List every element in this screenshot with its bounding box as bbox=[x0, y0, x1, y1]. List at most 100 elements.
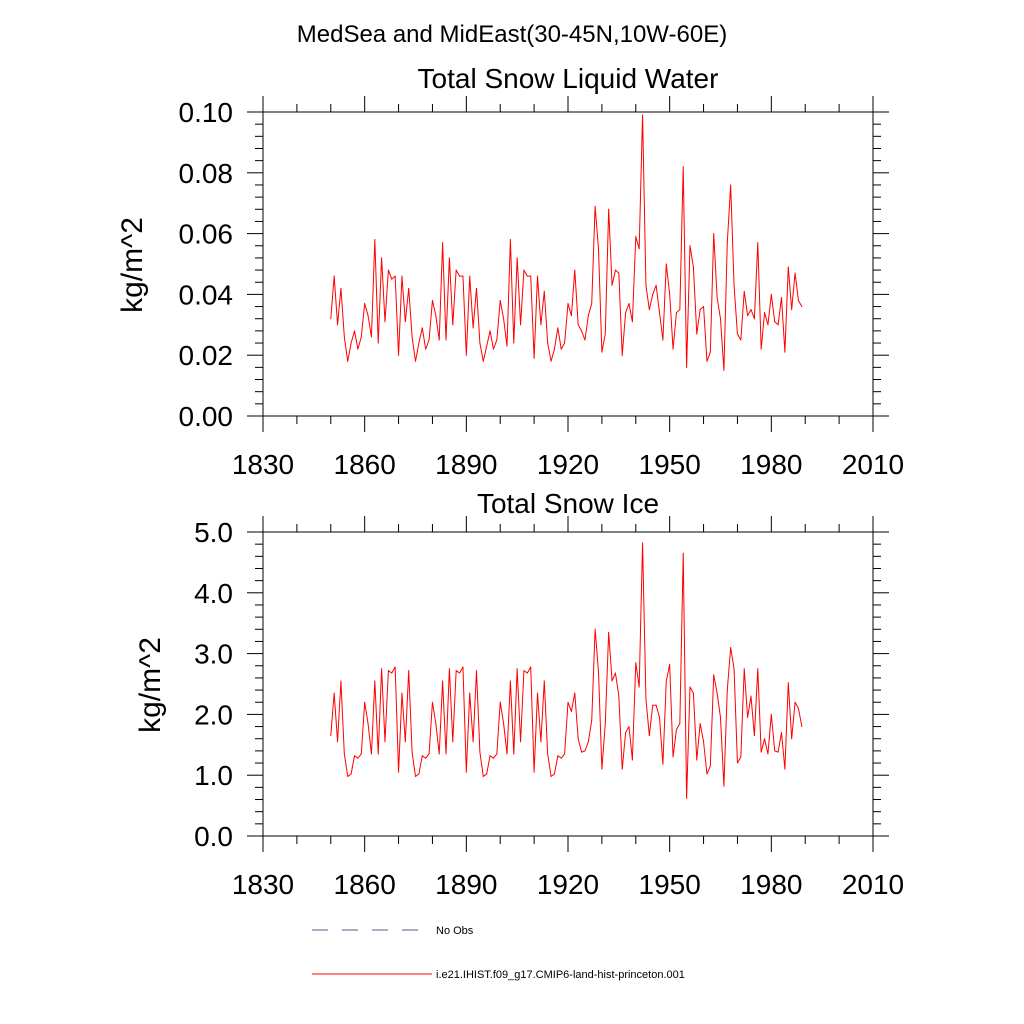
data-point bbox=[753, 318, 755, 320]
data-point bbox=[459, 275, 461, 277]
data-point bbox=[509, 680, 511, 682]
data-point bbox=[682, 552, 684, 554]
data-point bbox=[720, 318, 721, 320]
data-point bbox=[598, 671, 599, 673]
data-point bbox=[533, 357, 535, 359]
data-point bbox=[797, 299, 799, 301]
x-tick-label: 1920 bbox=[537, 869, 599, 900]
data-point bbox=[591, 719, 593, 721]
data-point bbox=[625, 732, 627, 734]
y-tick-label: 0.04 bbox=[179, 279, 234, 310]
data-point bbox=[347, 775, 349, 777]
data-point bbox=[764, 312, 766, 314]
data-point bbox=[343, 753, 345, 755]
data-point bbox=[743, 290, 745, 292]
data-point bbox=[442, 680, 444, 682]
data-point bbox=[452, 741, 454, 743]
data-point bbox=[608, 208, 610, 210]
x-tick-label: 1890 bbox=[435, 449, 497, 480]
y-tick-label: 2.0 bbox=[194, 699, 233, 730]
data-point bbox=[540, 741, 542, 743]
data-point bbox=[716, 296, 718, 298]
data-point bbox=[659, 716, 660, 718]
data-point bbox=[736, 333, 738, 335]
data-point bbox=[476, 670, 477, 672]
data-point bbox=[472, 741, 474, 743]
data-point bbox=[398, 771, 400, 773]
data-point bbox=[472, 327, 474, 329]
data-point bbox=[638, 686, 640, 688]
data-point bbox=[747, 315, 749, 317]
data-point bbox=[625, 312, 627, 314]
data-point bbox=[374, 680, 376, 682]
plot-frame bbox=[262, 531, 874, 837]
data-point bbox=[401, 275, 403, 277]
y-tick-label: 0.10 bbox=[179, 97, 234, 128]
y-axis-label: kg/m^2 bbox=[116, 217, 149, 313]
data-point bbox=[679, 309, 681, 311]
data-point bbox=[581, 751, 583, 753]
data-point bbox=[604, 723, 606, 725]
data-point bbox=[465, 354, 467, 356]
data-point bbox=[757, 668, 759, 670]
data-point bbox=[652, 704, 654, 706]
data-point bbox=[787, 682, 789, 684]
data-point bbox=[340, 287, 342, 289]
data-point bbox=[428, 753, 430, 755]
x-tick-label: 1920 bbox=[537, 449, 599, 480]
data-point bbox=[370, 753, 372, 755]
data-point bbox=[469, 275, 471, 277]
data-point bbox=[631, 321, 633, 323]
x-tick-label: 1890 bbox=[435, 869, 497, 900]
data-point bbox=[513, 342, 515, 344]
data-point bbox=[462, 275, 464, 277]
y-tick-label: 5.0 bbox=[194, 517, 233, 548]
data-point bbox=[550, 360, 552, 362]
y-axis-label: kg/m^2 bbox=[134, 637, 167, 733]
data-point bbox=[635, 236, 637, 238]
data-point bbox=[689, 686, 691, 688]
data-point bbox=[391, 672, 393, 674]
data-point bbox=[428, 339, 430, 341]
data-point bbox=[360, 753, 362, 755]
data-point bbox=[774, 750, 776, 752]
data-point bbox=[784, 351, 786, 353]
y-tick-label: 0.06 bbox=[179, 219, 234, 250]
x-tick-label: 2010 bbox=[842, 449, 904, 480]
data-point bbox=[672, 756, 674, 758]
data-point bbox=[740, 339, 742, 341]
data-point bbox=[526, 275, 528, 277]
data-point bbox=[777, 324, 779, 326]
data-point bbox=[692, 692, 694, 694]
data-point bbox=[716, 692, 718, 694]
data-point bbox=[584, 750, 586, 752]
data-point bbox=[570, 315, 572, 317]
data-point bbox=[350, 773, 352, 775]
data-point bbox=[621, 768, 623, 770]
data-point bbox=[560, 757, 562, 759]
data-point bbox=[462, 666, 464, 668]
data-point bbox=[645, 698, 647, 700]
data-point bbox=[384, 741, 386, 743]
data-series bbox=[330, 114, 803, 371]
axis-ticks bbox=[247, 96, 889, 432]
data-point bbox=[381, 668, 383, 670]
data-point bbox=[489, 330, 491, 332]
data-point bbox=[503, 723, 505, 725]
data-point bbox=[387, 269, 389, 271]
data-point bbox=[333, 275, 335, 277]
data-point bbox=[448, 257, 450, 259]
data-point bbox=[404, 741, 406, 743]
data-point bbox=[797, 707, 799, 709]
data-point bbox=[801, 306, 803, 308]
data-point bbox=[614, 269, 616, 271]
data-point bbox=[438, 339, 440, 341]
data-point bbox=[418, 773, 420, 775]
data-point bbox=[682, 166, 684, 168]
data-point bbox=[794, 701, 796, 703]
data-point bbox=[543, 290, 545, 292]
data-point bbox=[689, 245, 691, 247]
data-point bbox=[364, 701, 366, 703]
data-point bbox=[648, 735, 650, 737]
data-point bbox=[523, 670, 525, 672]
